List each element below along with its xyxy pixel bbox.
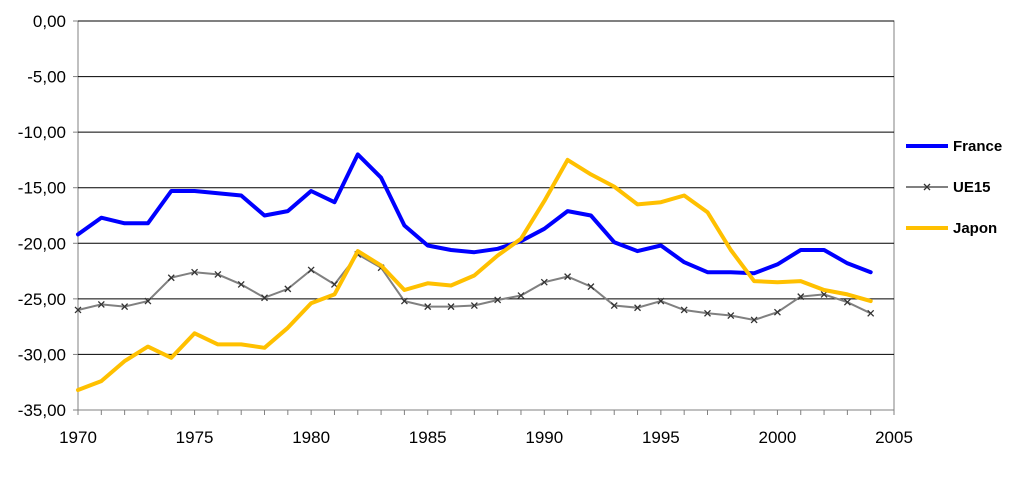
y-tick-label: -35,00: [18, 401, 66, 420]
series-france: [76, 152, 873, 276]
data-point: [470, 302, 478, 309]
series-ue15: [74, 250, 875, 324]
data-point: [307, 266, 315, 274]
data-point: [680, 306, 688, 314]
data-point: [867, 309, 875, 317]
data-point: [400, 297, 408, 305]
data-point: [657, 297, 665, 305]
x-tick-label: 1980: [292, 428, 330, 447]
y-tick-label: 0,00: [33, 12, 66, 31]
x-tick-label: 1970: [59, 428, 97, 447]
series-line-japon: [76, 157, 873, 392]
data-point: [424, 303, 432, 311]
legend-item-japon: Japon: [906, 220, 997, 237]
data-point: [564, 273, 572, 281]
x-tick-label: 1995: [642, 428, 680, 447]
x-tick-label: 1975: [176, 428, 214, 447]
data-point: [727, 312, 735, 319]
y-tick-label: -30,00: [18, 345, 66, 364]
series-lines: [74, 152, 875, 392]
data-point: [237, 280, 245, 288]
data-point: [330, 280, 338, 288]
data-point: [284, 285, 292, 293]
x-tick-label: 2000: [759, 428, 797, 447]
legend-item-ue15: UE15: [906, 179, 991, 196]
data-point: [517, 292, 525, 299]
x-tick-label: 2005: [875, 428, 913, 447]
data-point: [610, 302, 618, 309]
data-point: [214, 270, 222, 278]
legend-marker: [923, 183, 931, 191]
data-point: [750, 316, 758, 324]
data-point: [261, 294, 268, 302]
y-tick-label: -10,00: [18, 123, 66, 142]
data-point: [797, 293, 805, 301]
y-axis: 0,00 -5,00 -10,00 -15,00 -20,00 -25,00 -30,00 -…: [18, 12, 78, 420]
series-japon: [76, 157, 873, 392]
legend-label: Japon: [953, 220, 997, 237]
data-point: [820, 290, 828, 298]
gridlines: [78, 20, 894, 355]
legend-label: France: [953, 138, 1002, 155]
data-point: [121, 303, 129, 311]
x-tick-label: 1985: [409, 428, 447, 447]
legend-item-france: France: [906, 138, 1002, 155]
y-tick-label: -20,00: [18, 234, 66, 253]
legend-label: UE15: [953, 179, 991, 196]
series-line-france: [76, 152, 873, 276]
data-point: [167, 274, 175, 282]
data-point: [74, 306, 82, 314]
data-point: [494, 296, 502, 304]
y-tick-label: -25,00: [18, 290, 66, 309]
y-tick-label: -15,00: [18, 179, 66, 198]
y-tick-label: -5,00: [27, 68, 66, 87]
data-point: [191, 268, 199, 276]
plot-area: [77, 20, 895, 411]
x-axis: 1970 1975 1980 1985 1990 1995 2000 2005: [59, 410, 913, 447]
data-point: [634, 304, 642, 312]
data-point: [144, 297, 152, 305]
data-point: [447, 303, 455, 311]
x-tick-label: 1990: [525, 428, 563, 447]
data-point: [704, 309, 711, 317]
data-point: [540, 278, 548, 286]
legend: France UE15 Japon: [906, 138, 1002, 237]
data-point: [97, 300, 105, 308]
data-point: [587, 283, 595, 291]
data-point: [843, 298, 851, 306]
data-point: [773, 308, 781, 316]
